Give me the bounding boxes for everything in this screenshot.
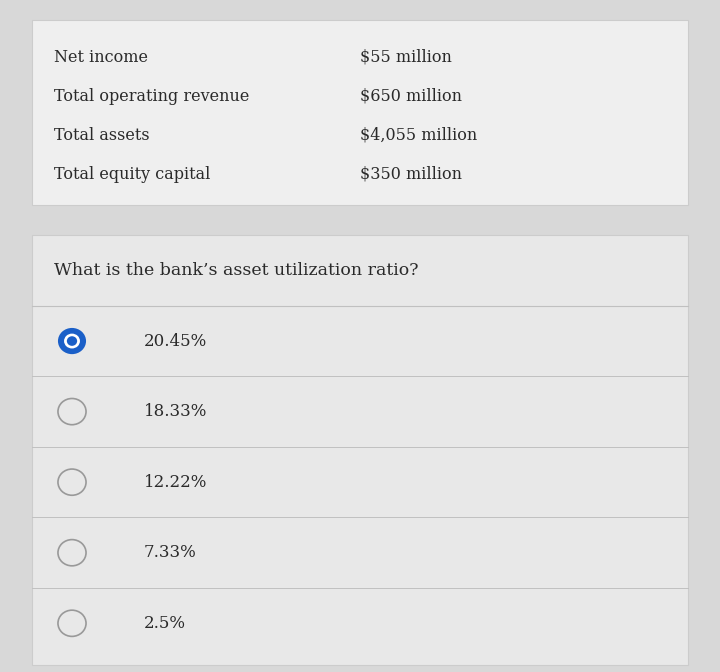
Text: 12.22%: 12.22% xyxy=(144,474,207,491)
Text: Total operating revenue: Total operating revenue xyxy=(54,87,249,105)
Text: 7.33%: 7.33% xyxy=(144,544,197,561)
FancyBboxPatch shape xyxy=(32,20,688,205)
Circle shape xyxy=(67,336,77,346)
Text: Total equity capital: Total equity capital xyxy=(54,165,210,183)
FancyBboxPatch shape xyxy=(32,235,688,665)
Text: $4,055 million: $4,055 million xyxy=(360,126,477,144)
Text: $350 million: $350 million xyxy=(360,165,462,183)
Text: 20.45%: 20.45% xyxy=(144,333,207,349)
Text: 2.5%: 2.5% xyxy=(144,615,186,632)
Text: Total assets: Total assets xyxy=(54,126,150,144)
Text: $55 million: $55 million xyxy=(360,48,452,66)
Text: 18.33%: 18.33% xyxy=(144,403,207,420)
Circle shape xyxy=(64,333,80,349)
Text: $650 million: $650 million xyxy=(360,87,462,105)
Circle shape xyxy=(58,328,86,354)
Text: Net income: Net income xyxy=(54,48,148,66)
Text: What is the bank’s asset utilization ratio?: What is the bank’s asset utilization rat… xyxy=(54,261,418,279)
